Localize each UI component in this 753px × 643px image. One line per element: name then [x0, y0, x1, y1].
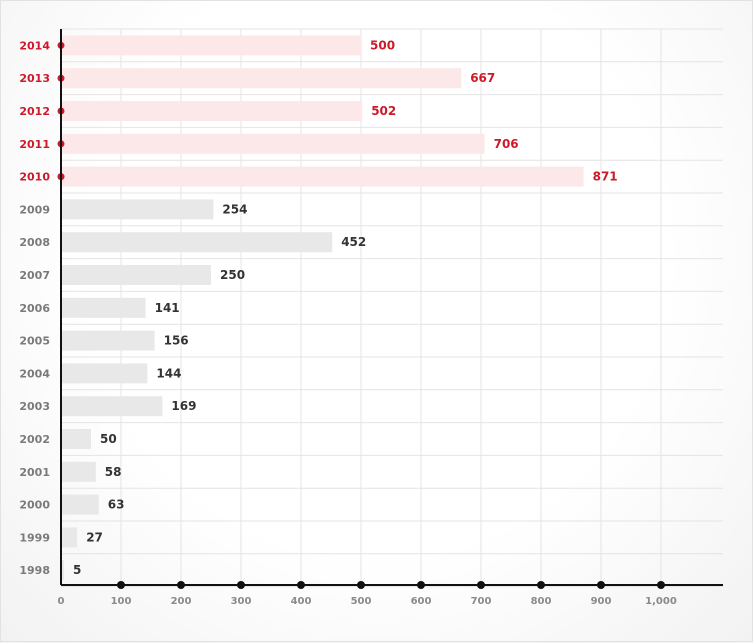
axes: 0 100 200 300 400 500 600 700 800 900 1,000 [58, 29, 723, 607]
bar [61, 363, 148, 384]
x-tick-dot [597, 581, 605, 589]
category-label: 2003 [19, 400, 50, 413]
x-tick-label: 100 [111, 596, 132, 607]
bar [61, 330, 155, 351]
data-label: 50 [100, 432, 117, 446]
category-label: 2005 [19, 335, 50, 348]
data-label: 706 [494, 137, 519, 151]
bars [61, 35, 584, 581]
data-label: 500 [370, 38, 395, 52]
category-label: 1999 [19, 531, 50, 544]
data-label: 667 [470, 71, 495, 85]
data-label: 452 [341, 235, 366, 249]
data-label: 169 [171, 399, 196, 413]
bar [61, 527, 78, 548]
x-tick-label: 600 [411, 596, 432, 607]
category-label: 2008 [19, 236, 50, 249]
x-tick-label: 800 [531, 596, 552, 607]
category-label: 1998 [19, 564, 50, 577]
x-tick-dot [117, 581, 125, 589]
x-tick-label: 1,000 [645, 596, 677, 607]
category-label: 2010 [19, 171, 50, 184]
data-label: 5 [73, 563, 81, 577]
category-label: 2000 [19, 499, 50, 512]
data-label: 871 [593, 170, 618, 184]
grid-lines [61, 28, 723, 588]
x-tick-label: 200 [171, 596, 192, 607]
bar [61, 265, 211, 285]
x-tick-dot [297, 581, 305, 589]
x-tick-dot [477, 581, 485, 589]
data-label: 58 [105, 465, 122, 479]
data-label: 254 [222, 202, 247, 216]
data-label: 144 [156, 366, 181, 380]
category-label: 2006 [19, 302, 50, 315]
x-tick-dot [177, 581, 185, 589]
bar [61, 297, 146, 318]
x-tick-label: 0 [58, 596, 65, 607]
data-label: 156 [164, 334, 189, 348]
category-label: 2012 [19, 105, 50, 118]
x-tick-label: 400 [291, 596, 312, 607]
bar [61, 560, 64, 581]
data-label: 63 [108, 498, 125, 512]
bar [61, 494, 99, 515]
x-tick-label: 300 [231, 596, 252, 607]
labels: 2014 500 2013 667 2012 502 2011 706 2010 871 2009 2… [19, 38, 617, 577]
x-tick-dot [357, 581, 365, 589]
data-label: 502 [371, 104, 396, 118]
category-label: 2001 [19, 466, 50, 479]
category-label: 2002 [19, 433, 50, 446]
x-tick-dot [537, 581, 545, 589]
bar [61, 68, 462, 89]
x-tick-dot [657, 581, 665, 589]
category-label: 2007 [19, 269, 50, 282]
category-label: 2004 [19, 367, 50, 380]
category-label: 2013 [19, 72, 50, 85]
bar [61, 133, 485, 154]
bar [61, 232, 333, 253]
x-tick-dot [237, 581, 245, 589]
bar [61, 35, 361, 56]
x-tick-label: 900 [591, 596, 612, 607]
bar [61, 199, 214, 220]
category-label: 2011 [19, 138, 50, 151]
bar [61, 429, 91, 449]
x-tick-dot [417, 581, 425, 589]
bar [61, 101, 363, 121]
data-label: 27 [86, 530, 103, 544]
bar [61, 396, 163, 417]
x-tick-label: 700 [471, 596, 492, 607]
bar [61, 461, 96, 482]
x-tick-label: 500 [351, 596, 372, 607]
data-label: 141 [155, 301, 180, 315]
bar [61, 166, 584, 187]
category-label: 2009 [19, 203, 50, 216]
category-label: 2014 [19, 39, 50, 52]
data-label: 250 [220, 268, 245, 282]
